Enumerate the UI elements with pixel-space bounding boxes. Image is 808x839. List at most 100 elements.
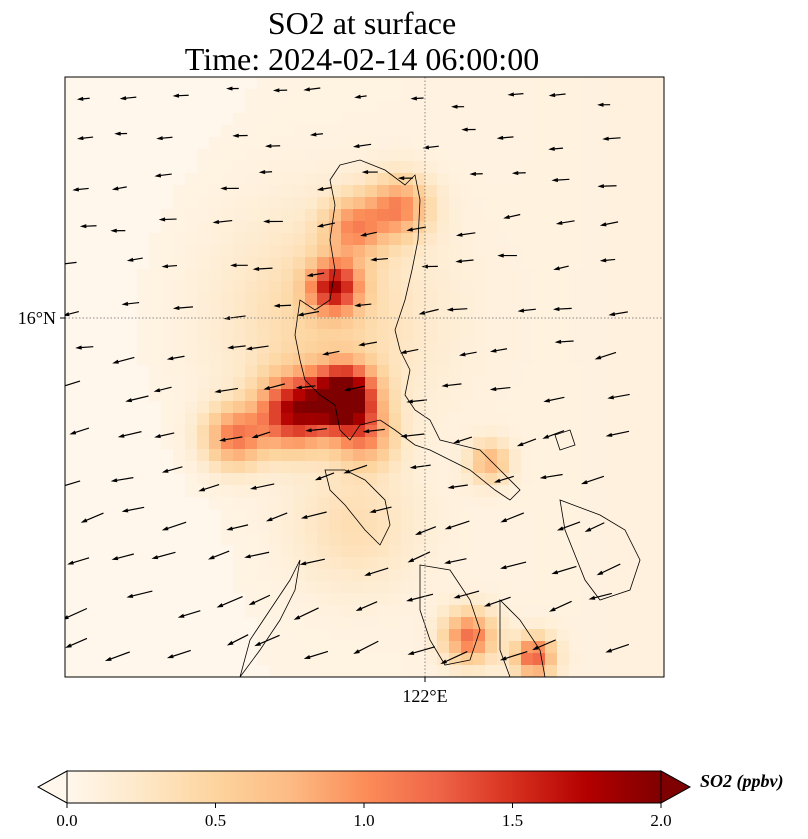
so2-cell [629, 113, 642, 126]
so2-cell [497, 545, 510, 558]
so2-cell [641, 641, 654, 654]
so2-cell [617, 377, 630, 390]
so2-cell [617, 137, 630, 150]
so2-cell [653, 161, 664, 174]
so2-cell [161, 437, 174, 450]
so2-cell [209, 365, 222, 378]
so2-cell [533, 269, 546, 282]
so2-cell [581, 233, 594, 246]
wind-arrow [597, 184, 617, 189]
so2-cell [629, 449, 642, 462]
wind-arrow [303, 650, 329, 659]
so2-cell [473, 605, 486, 618]
so2-cell [593, 161, 606, 174]
so2-cell [509, 101, 522, 114]
so2-cell [221, 125, 234, 138]
so2-cell [461, 161, 474, 174]
so2-cell [437, 101, 450, 114]
so2-cell [473, 449, 486, 462]
so2-cell [521, 209, 534, 222]
so2-cell [605, 365, 618, 378]
so2-cell [341, 281, 354, 294]
so2-cell [581, 653, 594, 666]
so2-cell [521, 317, 534, 330]
so2-cell [449, 641, 462, 654]
so2-cell [377, 101, 390, 114]
so2-cell [233, 161, 246, 174]
so2-cell [617, 653, 630, 666]
so2-cell [281, 113, 294, 126]
so2-cell [425, 509, 438, 522]
wind-arrow [418, 308, 439, 315]
so2-cell [461, 449, 474, 462]
so2-cell [449, 197, 462, 210]
so2-cell [557, 437, 570, 450]
so2-cell [437, 665, 450, 677]
so2-cell [461, 629, 474, 642]
so2-cell [449, 665, 462, 677]
so2-cell [269, 581, 282, 594]
so2-cell [497, 557, 510, 570]
so2-cell [473, 653, 486, 666]
so2-cell [149, 317, 162, 330]
so2-cell [197, 185, 210, 198]
so2-cell [581, 665, 594, 677]
so2-cell [461, 293, 474, 306]
wind-arrow [451, 104, 465, 109]
so2-cell [569, 473, 582, 486]
so2-cell [593, 425, 606, 438]
so2-cell [605, 545, 618, 558]
so2-cell [473, 269, 486, 282]
so2-cell [353, 641, 366, 654]
so2-cell [641, 485, 654, 498]
so2-cell [485, 521, 498, 534]
so2-cell [329, 341, 342, 354]
so2-cell [137, 317, 150, 330]
so2-cell [353, 413, 366, 426]
so2-cell [569, 113, 582, 126]
so2-cell [569, 365, 582, 378]
so2-cell [257, 377, 270, 390]
so2-cell [293, 617, 306, 630]
so2-cell [473, 365, 486, 378]
so2-cell [425, 197, 438, 210]
so2-cell [557, 185, 570, 198]
so2-cell [365, 269, 378, 282]
so2-cell [509, 449, 522, 462]
so2-cell [173, 413, 186, 426]
wind-arrow [69, 427, 90, 435]
so2-cell [173, 317, 186, 330]
so2-cell [485, 221, 498, 234]
so2-cell [257, 473, 270, 486]
so2-cell [257, 197, 270, 210]
so2-cell [365, 245, 378, 258]
so2-cell [509, 221, 522, 234]
so2-cell [173, 233, 186, 246]
so2-cell [389, 461, 402, 474]
so2-cell [269, 425, 282, 438]
wind-arrow [453, 590, 480, 599]
so2-cell [377, 473, 390, 486]
so2-cell [449, 137, 462, 150]
so2-cell [569, 353, 582, 366]
so2-cell [269, 317, 282, 330]
so2-cell [485, 377, 498, 390]
so2-cell [257, 233, 270, 246]
so2-cell [509, 389, 522, 402]
so2-cell [545, 281, 558, 294]
so2-cell [257, 653, 270, 666]
so2-cell [605, 437, 618, 450]
so2-cell [257, 497, 270, 510]
so2-cell [533, 509, 546, 522]
so2-cell [341, 581, 354, 594]
so2-cell [281, 281, 294, 294]
wind-arrow [112, 356, 135, 364]
so2-cell [365, 101, 378, 114]
wind-arrow [602, 136, 621, 141]
so2-cell [629, 245, 642, 258]
wind-arrow [358, 341, 377, 347]
so2-cell [401, 497, 414, 510]
so2-cell [197, 413, 210, 426]
so2-cell [617, 365, 630, 378]
so2-cell [353, 653, 366, 666]
